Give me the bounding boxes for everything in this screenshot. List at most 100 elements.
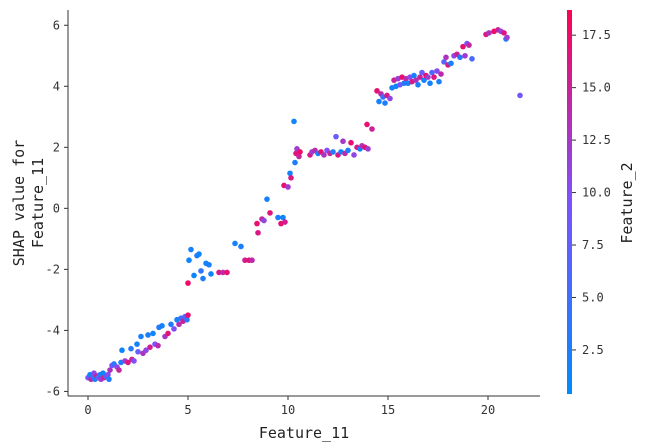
data-point xyxy=(425,74,431,80)
y-tick-label: -2 xyxy=(46,262,60,276)
data-point xyxy=(216,269,222,276)
data-point xyxy=(143,347,149,354)
x-axis-label: Feature_11 xyxy=(259,424,349,442)
data-point xyxy=(460,43,466,50)
data-point xyxy=(196,251,202,257)
colorbar-label: Feature_2 xyxy=(618,162,636,243)
data-point xyxy=(125,359,131,366)
data-point xyxy=(105,371,111,378)
data-point xyxy=(171,326,177,332)
data-point xyxy=(285,184,291,190)
y-axis-label-line-2: Feature_11 xyxy=(29,158,47,248)
data-point xyxy=(330,149,336,155)
y-tick-label: -4 xyxy=(46,323,60,337)
data-point xyxy=(387,95,393,102)
data-point xyxy=(107,367,113,373)
x-tick-label: 5 xyxy=(184,403,191,417)
data-point xyxy=(249,257,255,264)
data-point xyxy=(517,92,523,99)
data-point xyxy=(288,175,294,181)
data-point xyxy=(417,74,423,80)
y-tick-label: 0 xyxy=(53,201,60,215)
data-point xyxy=(185,280,191,286)
data-point xyxy=(401,80,407,87)
data-point xyxy=(264,196,270,202)
colorbar-tick-label: 15.0 xyxy=(582,81,611,95)
data-point xyxy=(131,358,137,364)
data-point xyxy=(206,261,212,268)
data-point xyxy=(275,214,281,221)
data-point xyxy=(382,100,388,106)
data-point xyxy=(466,42,472,48)
data-point xyxy=(504,34,510,41)
data-point xyxy=(419,69,425,76)
data-point xyxy=(376,98,382,105)
data-point xyxy=(184,316,190,323)
data-point xyxy=(486,30,492,36)
data-point xyxy=(427,80,433,87)
data-point xyxy=(434,68,440,74)
data-point xyxy=(340,138,346,145)
colorbar-ticks: 2.5 5.0 7.5 10.0 12.5 15.0 17.5 xyxy=(572,28,611,357)
data-point xyxy=(165,330,171,337)
data-point xyxy=(448,60,454,67)
data-point xyxy=(436,78,442,85)
y-tick-label: -6 xyxy=(46,384,60,398)
data-point xyxy=(185,312,191,318)
data-point xyxy=(345,147,351,154)
data-point xyxy=(186,257,192,264)
data-point xyxy=(224,269,230,276)
data-point xyxy=(220,269,226,276)
data-point xyxy=(155,342,161,349)
data-point xyxy=(443,54,449,61)
data-point xyxy=(415,81,421,88)
colorbar-tick-label: 17.5 xyxy=(582,28,611,42)
data-point xyxy=(413,77,419,83)
y-tick-label: 4 xyxy=(53,79,60,93)
y-axis-label-line-1: SHAP value for xyxy=(10,140,28,266)
data-point xyxy=(200,275,206,282)
data-point xyxy=(188,246,194,253)
data-point xyxy=(321,152,327,158)
data-point xyxy=(421,77,427,83)
data-point xyxy=(267,210,273,216)
data-point xyxy=(297,149,303,155)
colorbar-tick-label: 5.0 xyxy=(582,290,604,304)
data-point xyxy=(106,376,112,383)
data-point xyxy=(431,74,437,80)
x-tick-label: 10 xyxy=(281,403,295,417)
scatter-points xyxy=(85,27,523,383)
data-point xyxy=(128,345,134,352)
data-point xyxy=(365,146,371,152)
data-point xyxy=(145,332,151,338)
data-point xyxy=(469,56,475,62)
colorbar-tick-label: 10.0 xyxy=(582,186,611,200)
y-tick-label: 2 xyxy=(53,140,60,154)
y-axis-ticks: -6 -4 -2 0 2 4 6 xyxy=(46,18,68,398)
data-point xyxy=(254,220,260,227)
data-point xyxy=(369,126,375,132)
colorbar-tick-label: 7.5 xyxy=(582,238,604,252)
plot-axes xyxy=(67,10,540,397)
data-point xyxy=(159,323,165,329)
colorbar-gradient xyxy=(567,10,572,394)
data-point xyxy=(134,341,140,347)
data-point xyxy=(147,344,153,350)
data-point xyxy=(462,52,468,59)
data-point xyxy=(238,243,244,250)
colorbar-tick-label: 2.5 xyxy=(582,343,604,357)
data-point xyxy=(208,271,214,277)
colorbar-tick-label: 12.5 xyxy=(582,133,611,147)
data-point xyxy=(291,118,297,125)
data-point xyxy=(261,217,267,224)
data-point xyxy=(116,367,122,373)
data-point xyxy=(198,268,204,274)
data-point xyxy=(429,69,435,76)
data-point xyxy=(119,347,125,354)
data-point xyxy=(348,139,354,146)
data-point xyxy=(287,170,293,177)
data-point xyxy=(255,229,261,236)
data-point xyxy=(296,153,302,160)
x-axis-ticks: 0 5 10 15 20 xyxy=(84,396,495,417)
